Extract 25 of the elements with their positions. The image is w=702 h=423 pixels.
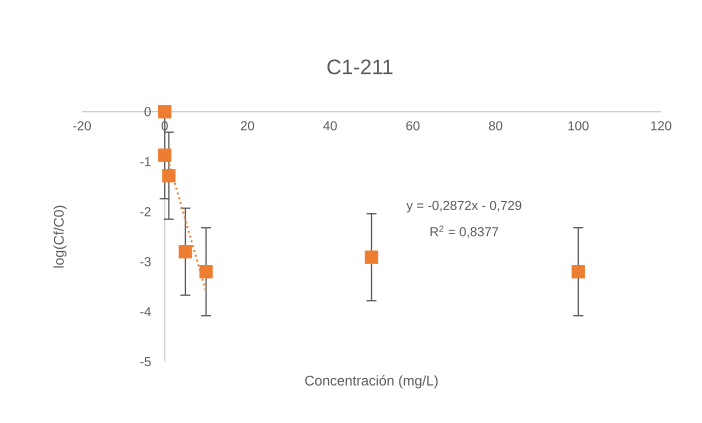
x-tick-label: 20 [240, 121, 254, 130]
x-tick-label: 120 [651, 121, 672, 130]
y-tick-label: -3 [140, 257, 151, 266]
point [162, 169, 176, 182]
point [158, 148, 172, 162]
y-tick-label: -5 [140, 357, 151, 366]
point [364, 250, 378, 264]
x-tick-label: 100 [568, 121, 589, 130]
point [178, 245, 192, 258]
y-tick-label: 0 [144, 107, 151, 116]
y-tick-label: -1 [140, 157, 151, 166]
x-axis-title: Concentración (mg/L) [305, 375, 438, 388]
x-tick-label: 80 [488, 121, 502, 130]
y-tick-label: -2 [140, 207, 151, 216]
annotation: R$^{2}$ = 0,8377 [430, 226, 498, 238]
y-axis-title: log(Cf/C0) [54, 206, 67, 268]
y-tick-label: -4 [140, 307, 151, 316]
x-tick-label: -20 [73, 121, 91, 130]
point [199, 265, 213, 278]
point [572, 265, 585, 278]
x-tick-label: 40 [323, 121, 337, 130]
annotation: y = -0,2872x - 0,729 [406, 200, 522, 213]
point [158, 105, 172, 118]
x-tick-label: 60 [406, 121, 420, 130]
chart-title: C1-211 [327, 59, 392, 74]
